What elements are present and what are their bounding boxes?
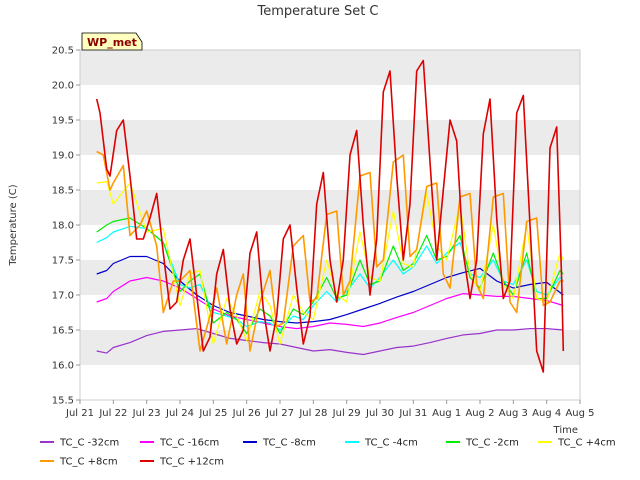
y-tick-label: 16.5 bbox=[52, 326, 74, 337]
y-axis-ticks: 15.5 16.0 16.5 17.0 17.5 18.0 18.5 19.0 19.5 20.0… bbox=[52, 46, 80, 407]
x-tick-label: Jul 26 bbox=[232, 408, 261, 419]
legend-label: TC_C -16cm bbox=[159, 438, 219, 449]
y-tick-label: 18.5 bbox=[52, 186, 74, 197]
chart-title: Temperature Set C bbox=[256, 4, 378, 19]
x-tick-label: Jul 27 bbox=[265, 408, 294, 419]
legend-label: TC_C -32cm bbox=[59, 438, 119, 449]
y-tick-label: 19.0 bbox=[52, 151, 74, 162]
y-tick-label: 17.0 bbox=[52, 291, 74, 302]
legend-label: TC_C -4cm bbox=[364, 438, 418, 449]
grid-band bbox=[80, 295, 580, 330]
y-axis-title: Temperature (C) bbox=[8, 184, 19, 266]
x-axis-ticks: Jul 21 Jul 22 Jul 23 Jul 24 Jul 25 Jul 26 Jul … bbox=[65, 400, 595, 419]
grid-band bbox=[80, 155, 580, 190]
x-tick-label: Jul 29 bbox=[332, 408, 361, 419]
x-tick-label: Aug 3 bbox=[499, 408, 528, 419]
legend-label: TC_C +12cm bbox=[159, 457, 224, 468]
y-tick-label: 18.0 bbox=[52, 221, 74, 232]
x-tick-label: Jul 30 bbox=[365, 408, 394, 419]
x-tick-label: Jul 21 bbox=[65, 408, 94, 419]
y-tick-label: 20.0 bbox=[52, 81, 74, 92]
y-tick-label: 17.5 bbox=[52, 256, 74, 267]
x-tick-label: Jul 28 bbox=[298, 408, 327, 419]
grid-band bbox=[80, 330, 580, 365]
series-line-tc-c-8cm bbox=[96, 255, 564, 324]
station-badge: WP_met bbox=[81, 32, 143, 51]
x-tick-label: Aug 2 bbox=[465, 408, 494, 419]
series-lines bbox=[95, 59, 565, 373]
x-tick-label: Aug 1 bbox=[432, 408, 461, 419]
y-tick-label: 16.0 bbox=[52, 361, 74, 372]
station-badge-shape bbox=[81, 32, 143, 51]
x-tick-label: Jul 22 bbox=[98, 408, 127, 419]
grid-band bbox=[80, 85, 580, 120]
y-tick-label: 19.5 bbox=[52, 116, 74, 127]
grid-band bbox=[80, 120, 580, 155]
x-tick-label: Jul 23 bbox=[132, 408, 161, 419]
grid-band bbox=[80, 365, 580, 400]
x-tick-label: Aug 4 bbox=[532, 408, 561, 419]
grid-band bbox=[80, 260, 580, 295]
series-line-tc-c-4cm bbox=[96, 181, 564, 345]
x-tick-label: Jul 25 bbox=[198, 408, 227, 419]
y-tick-label: 20.5 bbox=[52, 46, 74, 57]
x-tick-label: Aug 5 bbox=[565, 408, 594, 419]
series-line-tc-c-2cm bbox=[96, 217, 564, 335]
series-line-tc-c-32cm bbox=[96, 328, 564, 356]
station-badge-label: WP_met bbox=[87, 36, 137, 49]
legend-label: TC_C +8cm bbox=[59, 457, 118, 468]
y-tick-label: 15.5 bbox=[52, 396, 74, 407]
x-axis-title: Time bbox=[553, 425, 578, 436]
x-tick-label: Jul 31 bbox=[398, 408, 427, 419]
x-tick-label: Jul 24 bbox=[165, 408, 194, 419]
legend-label: TC_C -2cm bbox=[465, 438, 519, 449]
series-line-tc-c-12cm bbox=[95, 59, 565, 373]
legend-label: TC_C -8cm bbox=[262, 438, 316, 449]
legend: TC_C -32cm TC_C -16cm TC_C -8cm TC_C -4cm TC… bbox=[40, 438, 616, 468]
legend-label: TC_C +4cm bbox=[557, 438, 616, 449]
grid-band bbox=[80, 50, 580, 85]
